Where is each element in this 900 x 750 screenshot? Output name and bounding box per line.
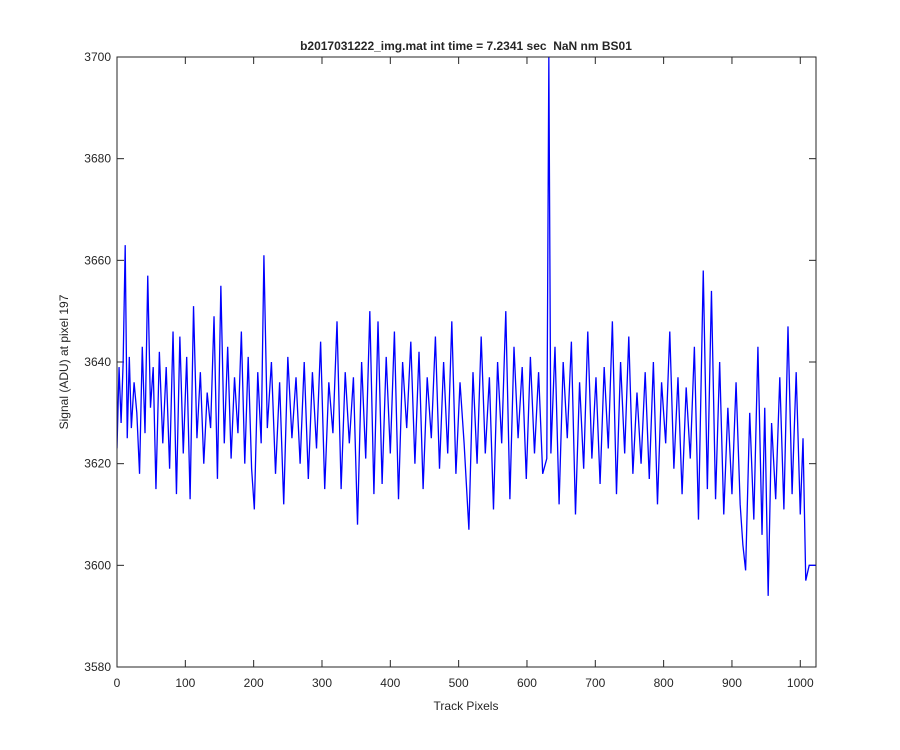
y-tick-label: 3580 — [84, 660, 111, 674]
x-tick-label: 500 — [449, 676, 469, 690]
x-tick-label: 1000 — [787, 676, 814, 690]
y-tick-label: 3700 — [84, 50, 111, 64]
y-tick-label: 3680 — [84, 152, 111, 166]
y-tick-label: 3660 — [84, 253, 111, 267]
x-axis-label: Track Pixels — [434, 699, 499, 713]
chart-title: b2017031222_img.mat int time = 7.2341 se… — [300, 39, 632, 53]
x-tick-label: 400 — [380, 676, 400, 690]
y-axis-label: Signal (ADU) at pixel 197 — [57, 294, 71, 429]
plot-frame — [116, 56, 817, 668]
x-tick-label: 700 — [585, 676, 605, 690]
x-tick-label: 800 — [654, 676, 674, 690]
x-tick-label: 600 — [517, 676, 537, 690]
y-tick-label: 3620 — [84, 457, 111, 471]
x-tick-label: 200 — [244, 676, 264, 690]
x-tick-label: 100 — [175, 676, 195, 690]
x-tick-label: 900 — [722, 676, 742, 690]
y-tick-label: 3600 — [84, 558, 111, 572]
x-tick-label: 0 — [114, 676, 121, 690]
x-tick-label: 300 — [312, 676, 332, 690]
y-tick-label: 3640 — [84, 355, 111, 369]
data-line — [117, 57, 816, 596]
